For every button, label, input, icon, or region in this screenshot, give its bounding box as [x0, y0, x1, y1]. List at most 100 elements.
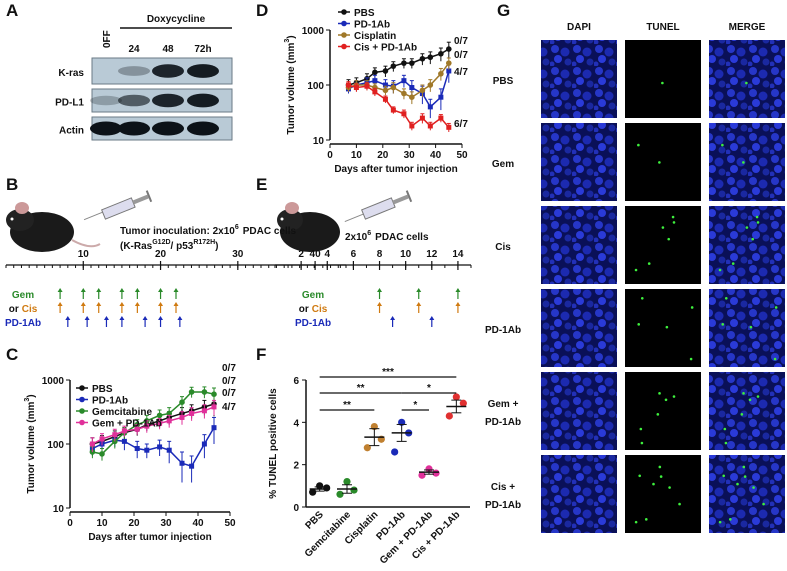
data-point — [390, 107, 396, 113]
dose-arrow — [134, 288, 140, 299]
data-point — [364, 83, 370, 89]
text-part: Tumor volume (mm — [286, 42, 297, 134]
tunel-signal — [689, 357, 693, 361]
data-point — [427, 123, 433, 129]
tunel-signal — [774, 306, 778, 309]
column-header: MERGE — [729, 22, 766, 33]
y-tick-label: 100 — [47, 440, 64, 451]
dose-arrow — [377, 288, 383, 299]
treatment-row-label: PD-1Ab — [5, 318, 41, 329]
significance-label: * — [427, 383, 431, 394]
merge-image — [709, 206, 785, 284]
tunel-signal — [659, 475, 663, 478]
arrow-head — [119, 316, 125, 320]
data-point — [211, 391, 217, 397]
data-point — [401, 78, 407, 84]
tunel-signal — [721, 143, 724, 147]
arrow-head — [119, 302, 125, 306]
data-point — [179, 399, 185, 405]
data-point — [323, 484, 331, 492]
arrow-head — [158, 316, 164, 320]
data-point — [452, 393, 460, 401]
data-point — [211, 404, 217, 410]
tunel-signal — [773, 357, 777, 361]
dose-arrow — [429, 316, 435, 327]
row-label-line: PD-1Ab — [485, 325, 521, 336]
legend-marker — [79, 419, 85, 426]
series-line — [92, 427, 215, 468]
data-point — [401, 111, 407, 117]
tunel-signal — [721, 323, 725, 326]
x-tick-label: Cis + PD-1Ab — [410, 509, 462, 561]
data-point — [438, 50, 444, 57]
end-label: 4/7 — [454, 67, 468, 78]
data-point — [201, 441, 207, 447]
tunel-signal — [678, 502, 681, 506]
superscript: 6 — [235, 224, 239, 231]
dose-arrow — [455, 288, 461, 299]
arrow-head — [65, 316, 71, 320]
blot-band — [152, 64, 184, 78]
y-tick-label: 10 — [313, 136, 325, 147]
blot-band — [118, 121, 150, 136]
end-label: 0/7 — [454, 50, 468, 61]
text-part: ) — [286, 35, 297, 38]
arrow-head — [416, 288, 422, 292]
data-point — [390, 84, 397, 91]
y-tick-label: 1000 — [42, 376, 65, 387]
arrow-head — [96, 302, 102, 306]
treatment-row-label: Gem — [12, 290, 34, 301]
data-point — [316, 482, 324, 490]
data-point — [382, 82, 388, 88]
data-point — [409, 85, 415, 91]
data-point — [372, 89, 378, 95]
data-point — [419, 55, 426, 62]
dose-arrow — [173, 302, 179, 313]
dapi-image — [541, 206, 617, 284]
arrow-head — [57, 302, 63, 306]
data-point — [391, 448, 399, 456]
blot-band — [90, 121, 122, 136]
row-label: PBS — [493, 76, 514, 87]
tick-label: 10 — [400, 249, 412, 260]
legend-marker — [79, 408, 85, 414]
treatment-label: Doxycycline — [147, 14, 206, 25]
dose-arrow — [390, 316, 396, 327]
tick-label: 30 — [232, 249, 244, 260]
dapi-image — [541, 289, 617, 367]
blot-band — [187, 64, 219, 78]
tunel-signal — [665, 325, 669, 329]
end-label: 4/7 — [222, 402, 236, 413]
blot-row-label: Actin — [59, 126, 84, 137]
significance-label: ** — [357, 383, 365, 394]
dapi-image — [541, 123, 617, 201]
blot-band — [90, 95, 122, 106]
tunel-signal — [731, 262, 735, 265]
data-point — [99, 436, 105, 442]
data-point — [459, 399, 467, 407]
dose-arrow — [134, 302, 140, 313]
text-part: PDAC cells — [243, 226, 297, 237]
arrow-head — [429, 316, 435, 320]
panel-label: A — [6, 1, 18, 20]
data-point — [419, 87, 426, 94]
tunel-signal — [664, 398, 668, 402]
dose-arrow — [158, 288, 164, 299]
tunel-image — [625, 123, 701, 201]
arrow-head — [57, 288, 63, 292]
x-tick-label: PBS — [303, 509, 326, 532]
tunel-signal — [656, 413, 660, 416]
row-label: PD-1Ab — [485, 325, 521, 336]
panel-label: E — [256, 175, 267, 194]
legend-marker — [341, 9, 347, 15]
tunel-signal — [756, 221, 760, 224]
text-part: ) — [215, 241, 218, 252]
inoculation-text: Tumor inoculation: 2x106 PDAC cells — [120, 224, 297, 237]
data-point — [418, 471, 426, 479]
row-label: Cis — [495, 242, 511, 253]
tunel-image — [625, 40, 701, 118]
tunel-signal — [640, 441, 644, 445]
dose-arrow — [119, 288, 125, 299]
merge-image — [709, 372, 785, 450]
